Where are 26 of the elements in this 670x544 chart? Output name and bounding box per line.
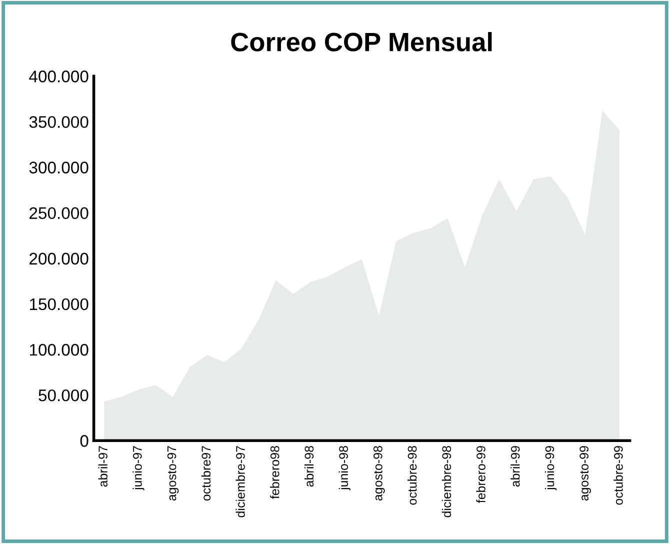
x-tick-label: febrero-99 [476,446,486,503]
y-tick-label: 250.000 [30,207,88,220]
x-tick-label: octubre-98 [408,446,417,505]
x-tick-label: abril-98 [304,446,314,487]
y-tick-label: 350.000 [29,116,88,128]
x-tick-label: agosto-97 [167,446,179,501]
x-tick-label: abril-99 [510,446,520,487]
y-tick-label: 200.000 [30,252,88,265]
y-tick-label: 150.000 [30,298,88,310]
y-tick-label: 50.000 [38,389,88,402]
x-tick-label: diciembre-98 [442,446,452,518]
x-tick-label: octubre97 [201,446,211,501]
x-tick-label: junio-98 [338,446,350,490]
x-tick-label: octubre-99 [614,446,623,505]
y-tick-label: 0 [80,435,88,447]
x-tick-label: junio-97 [132,446,144,490]
x-tick-label: abril-97 [98,446,108,487]
x-tick-label: junio-99 [544,446,557,490]
chart-title: Correo COP Mensual [231,32,492,52]
x-tick-label: diciembre-97 [236,446,245,518]
x-tick-label: febrero98 [270,446,280,499]
x-tick-label: agosto-99 [580,446,591,501]
x-tick-label: agosto-98 [373,446,385,501]
y-tick-label: 400.000 [29,70,88,82]
y-tick-label: 100.000 [30,344,88,356]
y-tick-label: 300.000 [29,162,88,174]
